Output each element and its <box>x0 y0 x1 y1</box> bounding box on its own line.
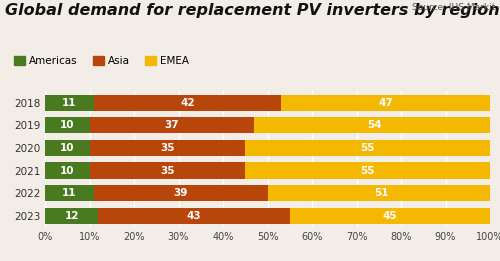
Text: Source: IHS Markit: Source: IHS Markit <box>412 3 495 11</box>
Legend: Americas, Asia, EMEA: Americas, Asia, EMEA <box>10 52 193 70</box>
Bar <box>45 162 90 179</box>
Bar <box>45 117 90 133</box>
Text: 45: 45 <box>382 211 397 221</box>
Text: 37: 37 <box>164 120 179 130</box>
Bar <box>245 140 490 156</box>
Bar <box>98 207 290 224</box>
Text: 43: 43 <box>187 211 202 221</box>
Bar <box>90 162 245 179</box>
Bar <box>45 207 98 224</box>
Text: 35: 35 <box>160 165 174 175</box>
Text: 11: 11 <box>62 98 76 108</box>
Text: 39: 39 <box>174 188 188 198</box>
Text: 47: 47 <box>378 98 393 108</box>
Bar <box>94 94 281 111</box>
Text: 12: 12 <box>64 211 79 221</box>
Bar <box>45 140 90 156</box>
Text: 54: 54 <box>367 120 382 130</box>
Bar <box>45 185 94 201</box>
Bar <box>90 117 254 133</box>
Text: 55: 55 <box>360 143 375 153</box>
Bar <box>245 162 490 179</box>
Bar <box>290 207 490 224</box>
Bar <box>268 185 494 201</box>
Text: 55: 55 <box>360 165 375 175</box>
Text: 42: 42 <box>180 98 194 108</box>
Text: Global demand for replacement PV inverters by region: Global demand for replacement PV inverte… <box>5 3 500 17</box>
Bar <box>94 185 268 201</box>
Text: 51: 51 <box>374 188 388 198</box>
Bar <box>45 94 94 111</box>
Text: 10: 10 <box>60 165 74 175</box>
Text: 10: 10 <box>60 120 74 130</box>
Bar <box>281 94 490 111</box>
Text: 35: 35 <box>160 143 174 153</box>
Text: 11: 11 <box>62 188 76 198</box>
Bar <box>90 140 245 156</box>
Text: 10: 10 <box>60 143 74 153</box>
Bar <box>254 117 494 133</box>
